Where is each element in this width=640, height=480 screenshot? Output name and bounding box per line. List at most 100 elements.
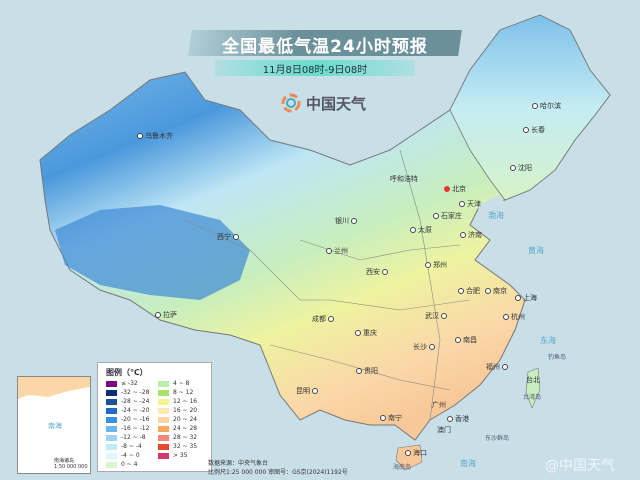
south-china-sea-inset: 南海 南海诸岛 1:50 000 000 [17,376,91,474]
legend-swatch [106,452,117,459]
city-label: 海口 [405,448,427,458]
legend-swatch [158,398,169,405]
city-label: 银川 [335,216,357,226]
city-label: 北京 [444,184,466,194]
city-dot-icon [155,312,161,318]
city-label: 广州 [432,401,446,409]
weather-logo-icon [281,93,301,113]
city-label: 重庆 [355,328,377,338]
city-label: 昆明 [296,386,318,396]
city-dot-icon [410,227,416,233]
legend-item: -12 ~ -8 [106,434,146,441]
logo: 中国天气 [280,92,366,114]
subtitle-banner [215,60,415,76]
legend-item: 12 ~ 16 [158,398,197,405]
inset-map [18,377,90,399]
city-dot-icon [351,218,357,224]
city-dot-icon [455,337,461,343]
legend-swatch [158,425,169,432]
legend-swatch [106,398,117,405]
city-label: 香港 [447,414,469,424]
city-label: 天津 [459,199,481,209]
legend-swatch [106,407,117,414]
tibet-cold-zone [55,205,250,300]
legend-swatch [158,452,169,459]
legend-label: -24 ~ -20 [121,407,150,414]
island-label: 钓鱼岛 [548,354,567,361]
legend-swatch [106,425,117,432]
city-label: 南京 [485,286,507,296]
city-label: 上海 [515,293,537,303]
city-label: 济南 [460,230,482,240]
legend-label: 20 ~ 24 [173,416,198,423]
legend-label: -16 ~ -12 [121,425,150,432]
island-label: 海南岛 [393,464,412,471]
city-label: 西宁 [217,232,239,242]
map-subtitle: 11月8日08时-9日08时 [262,65,368,76]
city-label: 长春 [523,125,545,135]
legend-swatch [106,443,117,450]
city-dot-icon [458,288,464,294]
city-label: 哈尔滨 [532,101,561,111]
city-dot-icon [425,262,431,268]
city-dot-icon [510,165,516,171]
legend-item: 20 ~ 24 [158,416,197,423]
legend-label: -12 ~ -8 [121,434,146,441]
city-dot-icon [460,232,466,238]
legend-swatch [106,416,117,423]
city-dot-icon [137,133,143,139]
sea-label: 黄海 [528,246,544,255]
legend-swatch [106,389,117,396]
city-dot-icon [523,127,529,133]
city-label: 福州 [486,362,508,372]
city-label: 台北 [526,376,540,384]
city-dot-icon [233,234,239,240]
scale-note: 比例尺1:25 000 000 审图号：GS京(2024)1192号 [208,469,348,476]
legend-item: 32 ~ 35 [158,443,197,450]
city-dot-icon [429,344,435,350]
legend-item: -4 ~ 0 [106,452,140,459]
city-dot-icon [459,201,465,207]
city-label: 合肥 [458,286,480,296]
legend-label: -4 ~ 0 [121,452,140,459]
legend-swatch [106,434,117,441]
legend-label: -32 ~ -28 [121,389,150,396]
legend-swatch [158,443,169,450]
logo-text: 中国天气 [306,94,367,113]
city-label: 拉萨 [155,310,177,320]
city-dot-icon [447,416,453,422]
legend-item: -8 ~ -4 [106,443,142,450]
city-dot-icon [441,313,447,319]
legend-item: -16 ~ -12 [106,425,149,432]
city-dot-icon [382,269,388,275]
city-label: 西安 [366,267,388,277]
legend-item: -28 ~ -24 [106,398,149,405]
legend-title: 图例（℃） [106,368,148,377]
island-label: 台湾岛 [523,394,542,401]
hainan-island [395,444,423,471]
legend-label: 8 ~ 12 [173,389,194,396]
sea-label: 东海 [540,336,556,345]
data-source: 数据来源：中央气象台 [208,460,269,467]
city-dot-icon [312,388,318,394]
city-dot-icon [380,415,386,421]
legend-label: 16 ~ 20 [173,407,198,414]
legend-item: 24 ~ 28 [158,425,197,432]
legend-label: ≤ -32 [121,380,138,387]
legend-label: 24 ~ 28 [173,425,198,432]
city-dot-icon [532,103,538,109]
city-label: 贵阳 [356,366,378,376]
city-dot-icon [355,330,361,336]
legend-item: -24 ~ -20 [106,407,149,414]
legend-item: 28 ~ 32 [158,434,197,441]
legend-swatch [158,416,169,423]
city-label: 澳门 [437,426,451,434]
inset-title: 南海诸岛 [54,458,75,464]
legend-item: ≤ -32 [106,380,138,387]
city-label: 呼和浩特 [390,175,418,183]
island-label: 东沙群岛 [485,435,510,442]
inset-scale: 1:50 000 000 [54,464,88,470]
city-dot-icon [326,248,332,254]
legend-item: 4 ~ 8 [158,380,189,387]
